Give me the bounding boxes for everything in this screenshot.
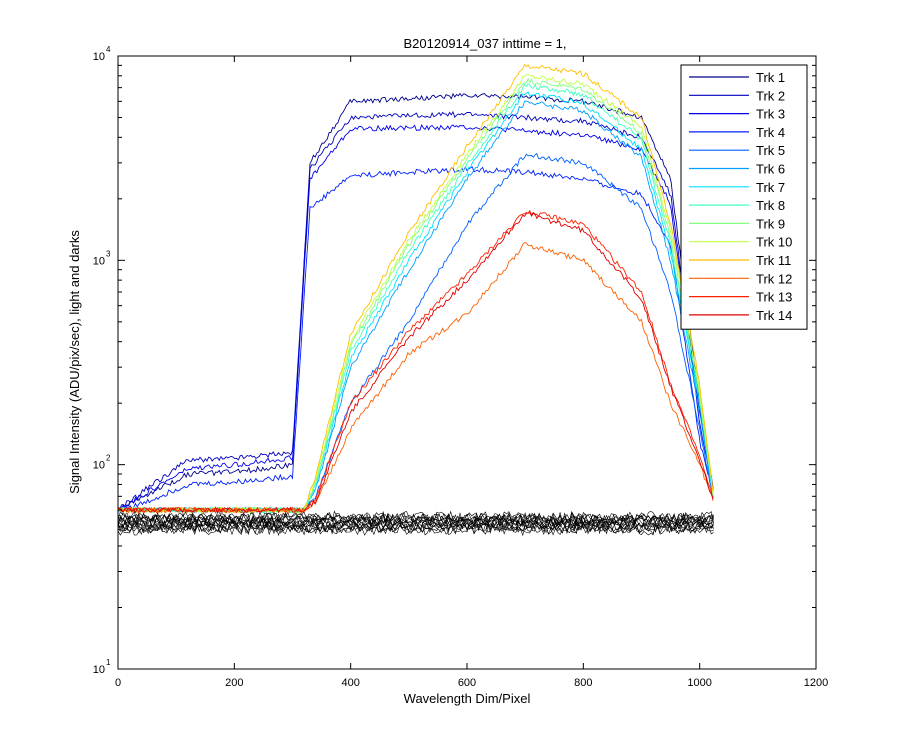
series-line <box>117 110 714 511</box>
dark-trace <box>117 516 714 529</box>
x-axis-label: Wavelength Dim/Pixel <box>404 691 531 706</box>
legend-label: Trk 2 <box>756 88 785 103</box>
legend-label: Trk 14 <box>756 308 792 323</box>
y-tick-label: 10 <box>93 255 105 267</box>
y-tick-label: 10 <box>93 460 105 472</box>
legend-box <box>680 64 808 330</box>
legend-label: Trk 11 <box>756 253 791 268</box>
legend: Trk 1 Trk 2 Trk 3 Trk 4 Trk 5 Trk 6 Trk 7 Trk 8… <box>680 64 808 330</box>
chart-title: B20120914_037 inttime = 1, <box>404 36 567 51</box>
x-tick-label: 0 <box>115 677 121 689</box>
y-tick-exponent: 3 <box>106 249 111 258</box>
legend-label: Trk 10 <box>756 235 792 250</box>
legend-label: Trk 3 <box>756 107 785 122</box>
legend-label: Trk 1 <box>756 70 785 85</box>
y-tick-label: 10 <box>93 51 105 63</box>
legend-label: Trk 13 <box>756 290 792 305</box>
legend-label: Trk 7 <box>756 180 785 195</box>
series-line <box>117 166 714 512</box>
y-axis-label: Signal Intensity (ADU/pix/sec), light an… <box>67 230 82 494</box>
legend-label: Trk 4 <box>756 125 785 140</box>
x-axis-ticks: 0 200 400 600 800 1000 1200 <box>115 56 828 689</box>
y-tick-exponent: 4 <box>106 45 111 54</box>
dark-traces <box>117 510 714 537</box>
x-tick-label: 400 <box>341 677 359 689</box>
series-line <box>117 212 714 514</box>
x-tick-label: 600 <box>458 677 476 689</box>
x-tick-label: 800 <box>574 677 592 689</box>
x-tick-label: 200 <box>225 677 243 689</box>
series-lines <box>117 63 714 515</box>
dark-trace <box>117 511 714 524</box>
y-tick-exponent: 2 <box>106 454 111 463</box>
legend-label: Trk 5 <box>756 143 785 158</box>
dark-trace <box>117 510 714 523</box>
legend-label: Trk 9 <box>756 216 785 231</box>
x-tick-label: 1200 <box>804 677 828 689</box>
series-line <box>117 124 714 512</box>
legend-label: Trk 8 <box>756 198 785 213</box>
legend-label: Trk 6 <box>756 162 785 177</box>
x-tick-label: 1000 <box>687 677 711 689</box>
y-tick-exponent: 1 <box>106 658 111 667</box>
series-line <box>117 209 714 514</box>
legend-label: Trk 12 <box>756 271 792 286</box>
dark-trace <box>117 513 714 526</box>
y-tick-label: 10 <box>93 664 105 676</box>
